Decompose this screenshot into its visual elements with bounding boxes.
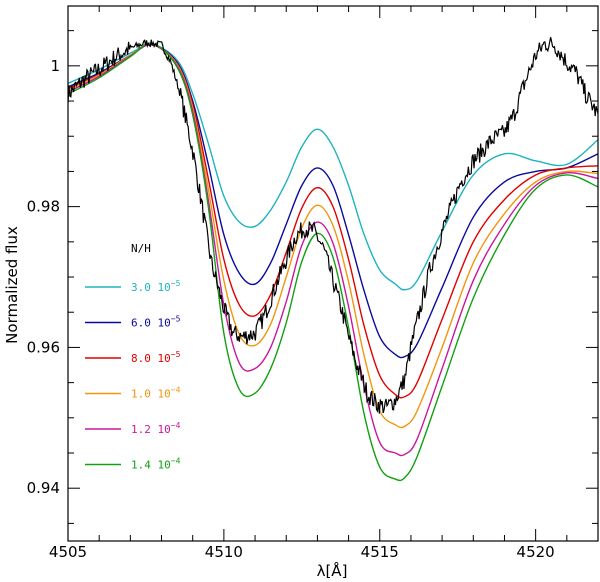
legend-label-1: 3.0 10−5 [131,279,181,294]
legend-title: N/H [131,242,151,255]
y-tick-label: 0.96 [27,338,60,356]
legend-label-2: 6.0 10−5 [131,315,181,330]
tick-labels: 4505 4510 4515 4520 0.94 0.96 0.98 1 [27,57,555,561]
model-line-5 [68,43,598,457]
legend: N/H 3.0 10−5 6.0 10−5 8.0 10−5 1.0 10−4 1.2 … [85,242,181,472]
x-tick-label: 4510 [205,543,243,561]
x-tick-label: 4520 [517,543,555,561]
model-line-1 [68,43,598,291]
y-tick-label: 0.98 [27,198,60,216]
x-tick-label: 4515 [361,543,399,561]
legend-label-4: 1.0 10−4 [131,386,181,401]
model-line-2 [68,43,598,359]
y-axis-title: Normalized flux [3,226,21,344]
y-tick-label: 0.94 [27,479,60,497]
legend-label-6: 1.4 10−4 [131,457,181,472]
plot-area [68,37,598,482]
legend-label-5: 1.2 10−4 [131,421,181,436]
y-tick-label: 1 [50,57,60,75]
x-tick-label: 4505 [49,543,87,561]
observed-spectrum-line [68,37,598,414]
model-line-6 [68,42,598,482]
x-axis-title: λ[Å] [317,561,348,580]
legend-label-3: 8.0 10−5 [131,350,181,365]
plot-frame [67,5,599,542]
